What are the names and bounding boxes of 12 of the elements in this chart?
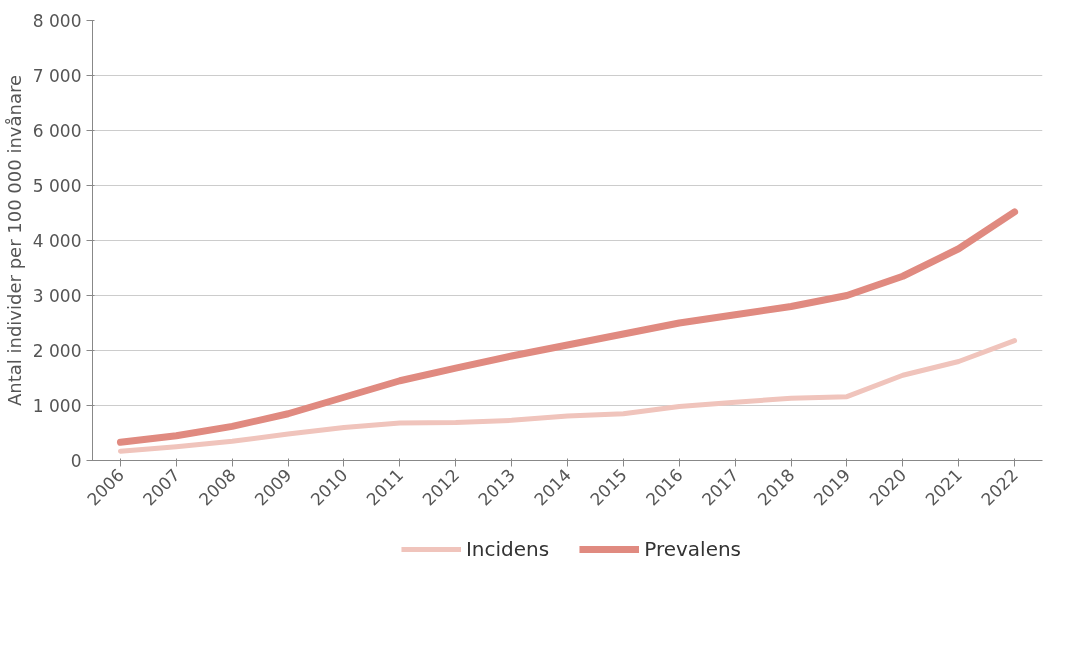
y-tick-label: 4 000 — [32, 230, 82, 251]
legend-label: Incidens — [465, 537, 550, 561]
y-tick-label: 7 000 — [32, 65, 82, 86]
y-tick-label: 0 — [70, 450, 82, 471]
y-tick-label: 3 000 — [32, 285, 82, 306]
legend-label: Prevalens — [644, 537, 742, 561]
y-tick-label: 6 000 — [32, 120, 82, 141]
y-axis-title: Antal individer per 100 000 invånare — [3, 74, 25, 407]
y-tick-label: 5 000 — [32, 175, 82, 196]
y-tick-label: 2 000 — [32, 340, 82, 361]
y-tick-label: 8 000 — [32, 10, 82, 31]
y-tick-label: 1 000 — [32, 395, 82, 416]
